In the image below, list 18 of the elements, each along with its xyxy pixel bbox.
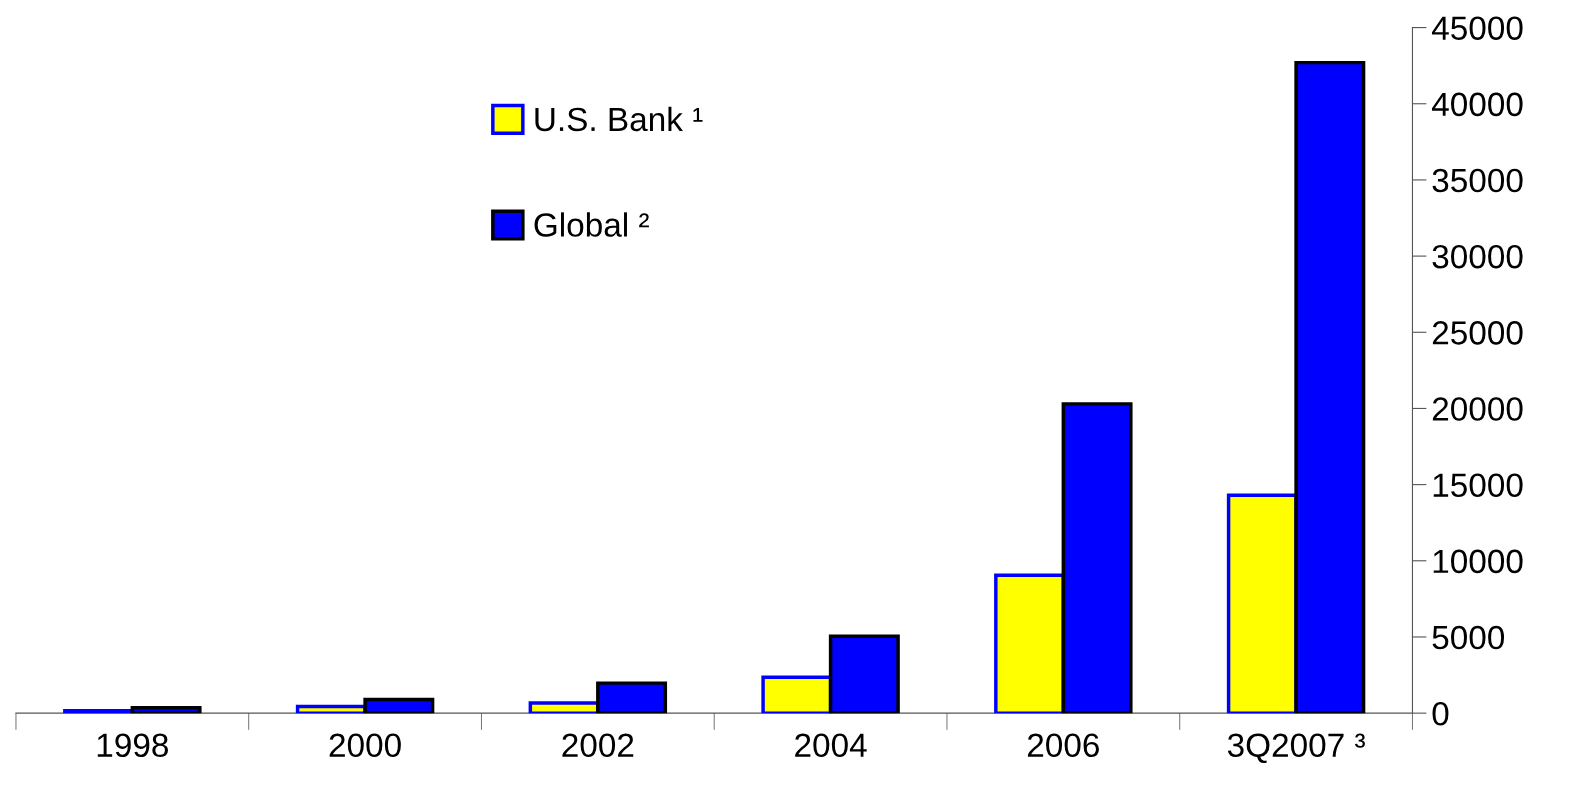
y-tick-label: 40000 xyxy=(1431,92,1523,117)
y-tick-label: 0 xyxy=(1432,701,1449,726)
x-tick-label: 2004 xyxy=(795,733,867,758)
x-tick-label: 1998 xyxy=(97,733,168,758)
x-tick-label: 2002 xyxy=(562,733,634,758)
legend-label: Global ² xyxy=(534,212,649,237)
y-tick-label: 15000 xyxy=(1433,473,1523,498)
y-tick-label: 5000 xyxy=(1432,625,1505,650)
y-tick-label: 25000 xyxy=(1432,321,1523,345)
y-tick-label: 10000 xyxy=(1433,549,1523,574)
x-tick-label: 2000 xyxy=(329,733,401,758)
y-tick-label: 45000 xyxy=(1431,16,1523,40)
y-tick-label: 20000 xyxy=(1432,397,1523,421)
legend-label: U.S. Bank ¹ xyxy=(535,106,703,132)
x-tick-label: 2006 xyxy=(1027,733,1099,758)
y-tick-label: 30000 xyxy=(1432,244,1523,269)
x-tick-label: 3Q2007 ³ xyxy=(1227,733,1365,764)
y-tick-label: 35000 xyxy=(1432,168,1523,193)
